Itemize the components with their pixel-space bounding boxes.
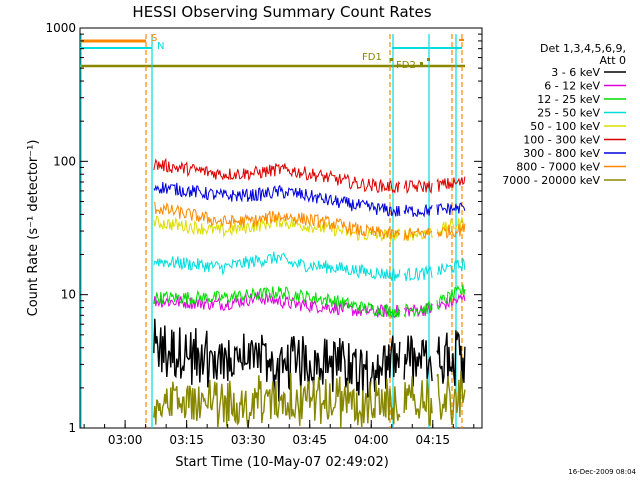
y-tick-label: 1000 [45, 21, 76, 35]
legend-header-line-1: Det 1,3,4,5,6,9, [540, 42, 626, 55]
series-line [436, 202, 466, 216]
series-line [153, 286, 401, 319]
series-line [403, 299, 433, 319]
legend-entry-label: 800 - 7000 keV [516, 161, 600, 174]
legend-entry-label: 7000 - 20000 keV [502, 174, 600, 187]
plot-area [79, 27, 483, 429]
chart-title: HESSI Observing Summary Count Rates [132, 3, 431, 21]
x-tick-label: 03:15 [169, 433, 204, 447]
x-tick-label: 03:45 [292, 433, 327, 447]
annotation-label: FD2 [396, 60, 416, 71]
annotation-marker [420, 62, 423, 65]
series-line [403, 376, 433, 427]
x-tick-label: 03:00 [108, 433, 143, 447]
series-line [403, 227, 433, 241]
x-axis-label: Start Time (10-May-07 02:49:02) [175, 455, 389, 470]
status-bars [80, 39, 465, 68]
series-line [403, 204, 433, 218]
legend-entry-label: 3 - 6 keV [551, 66, 600, 79]
series-group [153, 157, 466, 428]
legend-entry-label: 25 - 50 keV [537, 107, 600, 120]
series-line [153, 373, 401, 428]
series-line [436, 284, 466, 311]
series-line [403, 302, 433, 318]
series-line [153, 157, 401, 194]
series-line [403, 265, 433, 282]
x-tick-label: 04:00 [354, 433, 389, 447]
annotation-label: S [151, 33, 157, 44]
legend-entry-label: 6 - 12 keV [544, 80, 600, 93]
series-line [153, 201, 401, 240]
x-tick-label: 03:30 [231, 433, 266, 447]
series-line [153, 251, 401, 282]
series-line [436, 370, 466, 425]
series-line [403, 335, 433, 387]
y-tick-label: 10 [61, 288, 76, 302]
footer-date: 16-Dec-2009 08:04 [568, 468, 636, 476]
y-axis-label: Count Rate (s⁻¹ detector⁻¹) [26, 140, 41, 317]
legend-entry-label: 50 - 100 keV [530, 120, 600, 133]
series-line [153, 214, 401, 242]
series-line [403, 179, 433, 195]
series-line [153, 318, 401, 402]
annotations: SN FD1 FD2 [151, 33, 430, 71]
x-tick-label: 04:15 [415, 433, 450, 447]
series-line [153, 182, 401, 217]
legend-header-line-2: Att 0 [600, 54, 626, 67]
legend-entry-label: 300 - 800 keV [523, 147, 600, 160]
plot-frame [79, 27, 483, 429]
annotation-label: FD1 [362, 52, 382, 63]
legend-entry-label: 100 - 300 keV [523, 134, 600, 147]
series-line [436, 330, 466, 388]
ticks-group: 03:00 03:15 03:30 03:45 04:00 04:15 1 10 100 1000 [45, 21, 482, 447]
series-line [436, 223, 466, 239]
annotation-marker [427, 58, 430, 61]
annotation-marker [390, 58, 393, 61]
series-line [153, 291, 401, 319]
legend-entry-label: 12 - 25 keV [537, 93, 600, 106]
y-tick-label: 100 [53, 154, 76, 168]
series-line [436, 257, 466, 275]
y-tick-label: 1 [68, 421, 76, 435]
annotation-label: N [157, 41, 164, 52]
series-line [436, 176, 466, 192]
